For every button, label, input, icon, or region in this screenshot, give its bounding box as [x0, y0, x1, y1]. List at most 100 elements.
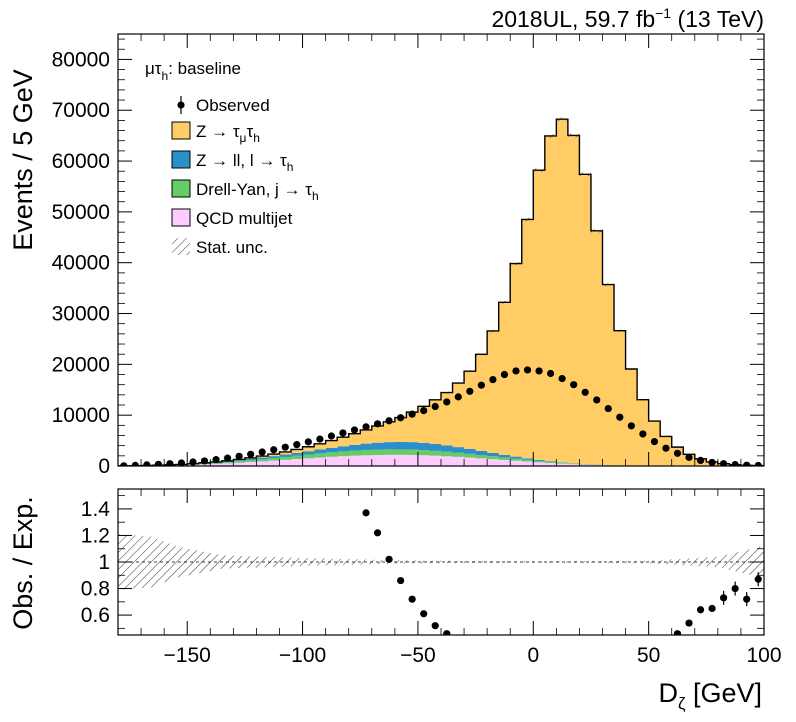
stat-unc-box — [579, 172, 591, 177]
stack-bar — [579, 174, 592, 464]
stack-bar — [510, 460, 523, 466]
stack-bar — [417, 450, 430, 456]
observed-point — [754, 461, 762, 466]
stack-bar — [267, 456, 280, 459]
legend-entry-observed: Observed — [177, 96, 270, 115]
stack-bar — [510, 263, 523, 457]
stack-bar — [429, 443, 442, 451]
stack-bar — [221, 462, 234, 464]
ratio-y-tick-label: 0.6 — [81, 604, 110, 627]
x-tick-label: 50 — [637, 644, 660, 667]
stack-bar — [487, 456, 500, 460]
observed-point — [500, 370, 509, 379]
observed-point — [696, 456, 705, 465]
stat-unc-box — [267, 453, 280, 455]
observed-point — [235, 452, 243, 460]
stack-bar — [360, 429, 373, 444]
observed-point — [639, 430, 647, 438]
y-tick-label: 10000 — [52, 404, 110, 427]
stack-series-1 — [118, 449, 719, 466]
stack-bar — [291, 452, 303, 456]
stack-bar — [256, 459, 269, 462]
stack-bar — [371, 454, 384, 466]
stack-bar — [487, 452, 500, 457]
stack-bar — [394, 449, 407, 455]
stack-bar — [256, 456, 269, 458]
ratio-point — [420, 610, 428, 618]
stack-bar — [337, 446, 350, 452]
observed-point — [397, 414, 405, 422]
stack-series-3 — [187, 119, 764, 466]
stack-bar — [487, 330, 500, 453]
observed-point — [489, 376, 497, 384]
legend-entry-unc: Stat. unc. — [172, 238, 268, 257]
category-label: μτh: baseline — [145, 59, 241, 83]
stat-unc-box — [464, 370, 476, 373]
stat-unc-box — [429, 398, 441, 401]
observed-point — [523, 366, 532, 374]
stack-bar — [429, 399, 442, 444]
stack-bar — [498, 454, 511, 458]
ratio-point — [708, 604, 716, 613]
stack-bar — [325, 456, 338, 466]
stat-unc-box — [602, 283, 615, 287]
stack-bar — [256, 461, 269, 466]
x-axis-label: Dζ [GeV] — [658, 678, 762, 713]
ratio-point — [385, 555, 393, 563]
svg-text:Observed: Observed — [196, 96, 270, 115]
stat-unc-box — [348, 433, 361, 435]
stack-bar — [498, 459, 511, 466]
ratio-point — [397, 576, 405, 585]
stack-bar — [314, 457, 327, 466]
stack-bar — [452, 383, 465, 448]
observed-point — [385, 417, 393, 425]
stat-unc-box — [521, 217, 534, 222]
ratio-x-axis: −150 −100 −50 0 50 100 — [117, 489, 782, 667]
stacked-histogram — [118, 117, 764, 466]
stack-bar — [602, 284, 615, 466]
stack-bar — [406, 454, 419, 466]
ratio-point — [696, 606, 705, 614]
stack-bar — [475, 354, 488, 451]
stack-bar — [210, 463, 223, 466]
stack-bar — [544, 463, 557, 466]
ratio-y-tick-label: 1 — [98, 551, 110, 574]
main-y-axis-label: Events / 5 GeV — [8, 69, 38, 251]
observed-point — [408, 410, 416, 418]
stack-bar — [325, 447, 338, 453]
stack-bar — [233, 460, 246, 462]
stack-bar — [279, 454, 292, 457]
x-tick-label: −50 — [400, 644, 436, 667]
stack-bar — [406, 412, 419, 443]
stack-bar — [244, 460, 257, 463]
stat-unc-box — [614, 329, 626, 332]
stack-bar — [198, 464, 211, 466]
observed-point — [685, 453, 693, 461]
stack-bar — [533, 459, 546, 461]
stack-bar — [325, 452, 338, 457]
stack-bar — [521, 219, 534, 459]
stack-bar — [498, 302, 511, 455]
stat-unc-box — [498, 300, 511, 304]
lumi-label: 2018UL, 59.7 fb−1 (13 TeV) — [491, 5, 764, 32]
observed-point — [373, 420, 382, 428]
observed-point — [177, 459, 186, 466]
ratio-point — [431, 622, 439, 630]
observed-point — [131, 461, 139, 466]
stack-bar — [291, 455, 303, 460]
stack-bar — [452, 452, 465, 457]
stack-bar — [371, 449, 384, 455]
stack-bar — [475, 458, 488, 466]
stat-unc-box — [533, 168, 545, 172]
stack-bar — [544, 461, 557, 462]
observed-point — [593, 396, 601, 404]
stat-unc-box — [671, 446, 684, 448]
stack-bar — [337, 437, 350, 447]
stack-bar — [556, 119, 569, 463]
stack-bar — [360, 449, 373, 456]
stack-bar — [291, 449, 303, 453]
stack-bar — [267, 454, 280, 457]
ratio-point — [685, 619, 693, 627]
stat-unc-box — [590, 229, 603, 233]
stack-bar — [452, 456, 465, 466]
